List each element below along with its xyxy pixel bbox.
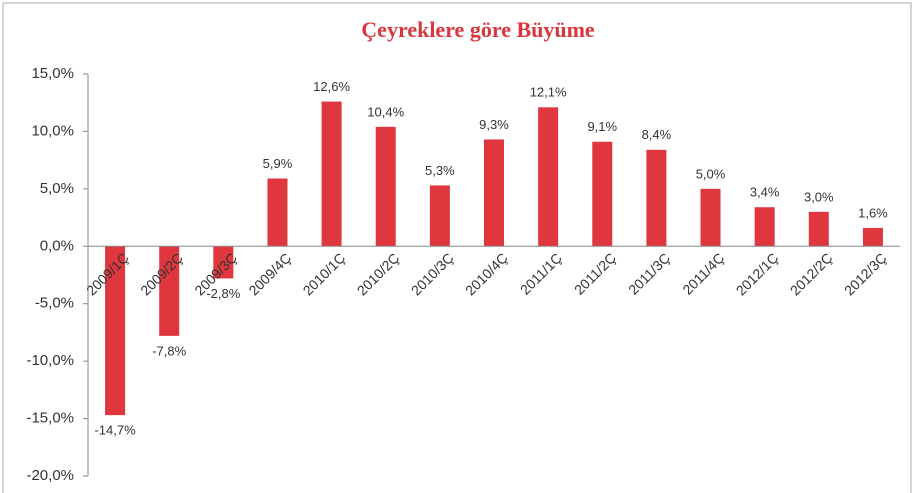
x-tick-label: 2012/1Ç: [733, 250, 782, 299]
x-tick-label: 2011/4Ç: [679, 250, 727, 298]
value-label: 5,9%: [263, 156, 293, 171]
y-tick-label: -5,0%: [35, 295, 74, 312]
x-tick-label: 2010/1Ç: [300, 250, 349, 299]
value-label: 12,1%: [530, 85, 567, 100]
bar: [321, 101, 342, 247]
bar: [700, 188, 721, 247]
value-label: 9,3%: [479, 117, 509, 132]
bar: [267, 178, 288, 247]
x-tick-label: 2011/2Ç: [571, 250, 619, 298]
x-tick-label: 2010/4Ç: [462, 250, 511, 299]
value-label: -2,8%: [206, 286, 240, 301]
y-tick-label: 15,0%: [31, 65, 74, 82]
value-label: 5,0%: [696, 166, 726, 181]
value-label: 5,3%: [425, 163, 455, 178]
value-label: 1,6%: [858, 205, 888, 220]
x-tick-label: 2010/2Ç: [354, 250, 403, 299]
value-label: 10,4%: [367, 104, 404, 119]
bar: [646, 149, 667, 247]
x-tick-label: 2009/4Ç: [245, 250, 294, 299]
y-tick-label: -10,0%: [26, 352, 74, 369]
chart-title: Çeyreklere göre Büyüme: [361, 17, 595, 42]
bar: [592, 141, 613, 247]
x-tick-label: 2012/3Ç: [841, 250, 890, 299]
value-label: -7,8%: [152, 343, 186, 358]
value-label: 3,0%: [804, 189, 834, 204]
y-tick-label: 10,0%: [31, 122, 74, 139]
bar: [213, 246, 234, 279]
x-tick-label: 2010/3Ç: [408, 250, 457, 299]
bar: [808, 211, 829, 247]
bar: [538, 107, 559, 247]
x-tick-label: 2012/2Ç: [787, 250, 836, 299]
bar: [105, 246, 126, 416]
y-tick-label: -20,0%: [26, 467, 74, 484]
y-tick-label: 5,0%: [40, 180, 74, 197]
bar: [754, 207, 775, 247]
bar: [429, 185, 450, 247]
bar: [375, 126, 396, 247]
x-tick-label: 2011/3Ç: [625, 250, 673, 298]
x-tick-label: 2011/1Ç: [517, 250, 565, 298]
value-label: -14,7%: [94, 423, 136, 438]
value-label: 8,4%: [642, 127, 672, 142]
bar: [862, 227, 883, 247]
bar: [484, 139, 504, 247]
value-label: 12,6%: [313, 79, 350, 94]
bar: [159, 246, 180, 336]
value-label: 9,1%: [587, 119, 617, 134]
y-tick-label: 0,0%: [40, 237, 74, 254]
y-tick-label: -15,0%: [26, 410, 74, 427]
value-label: 3,4%: [750, 185, 780, 200]
